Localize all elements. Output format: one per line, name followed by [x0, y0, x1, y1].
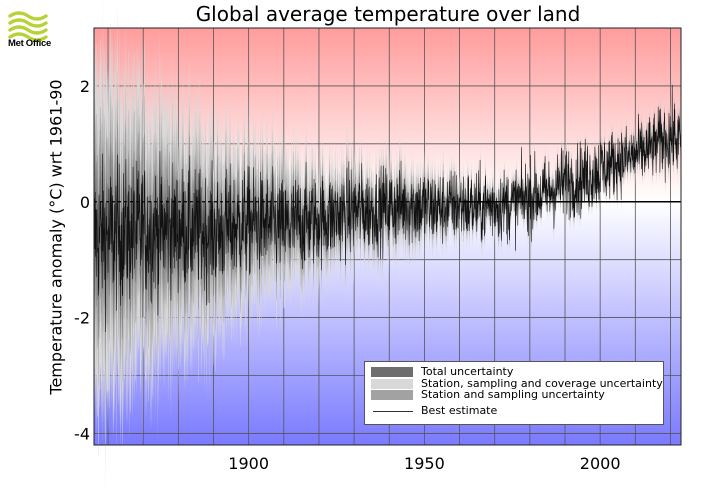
met-office-logo	[8, 11, 48, 42]
x-tick-label: 1900	[228, 454, 269, 473]
y-tick-label: 0	[80, 193, 90, 212]
legend: Total uncertainty Station, sampling and …	[364, 361, 664, 425]
legend-label-coverage: Station, sampling and coverage uncertain…	[421, 377, 663, 390]
legend-label-best-estimate: Best estimate	[421, 404, 498, 417]
plot-frame	[93, 27, 682, 446]
uncertainty-bands	[93, 0, 681, 493]
logo-text: Met Office	[8, 38, 51, 49]
series-best-estimate	[93, 84, 681, 333]
chart-title: Global average temperature over land	[195, 2, 581, 26]
y-tick-label: 2	[80, 77, 90, 96]
legend-label-sampling: Station and sampling uncertainty	[421, 388, 605, 401]
legend-swatch-coverage	[371, 379, 413, 389]
legend-swatch-sampling	[371, 390, 413, 400]
legend-label-total: Total uncertainty	[421, 365, 514, 378]
y-tick-label: -2	[74, 309, 90, 328]
y-tick-label: -4	[74, 424, 90, 443]
axes	[93, 27, 682, 446]
legend-swatch-total	[371, 367, 413, 377]
y-axis-label: Temperature anomaly (°C) wrt 1961-90	[46, 79, 66, 395]
legend-line-best-estimate	[373, 411, 413, 412]
tick-labels: 2 0 -2 -4 1900 1950 2000	[74, 77, 620, 473]
x-tick-label: 2000	[580, 454, 621, 473]
x-tick-label: 1950	[404, 454, 445, 473]
